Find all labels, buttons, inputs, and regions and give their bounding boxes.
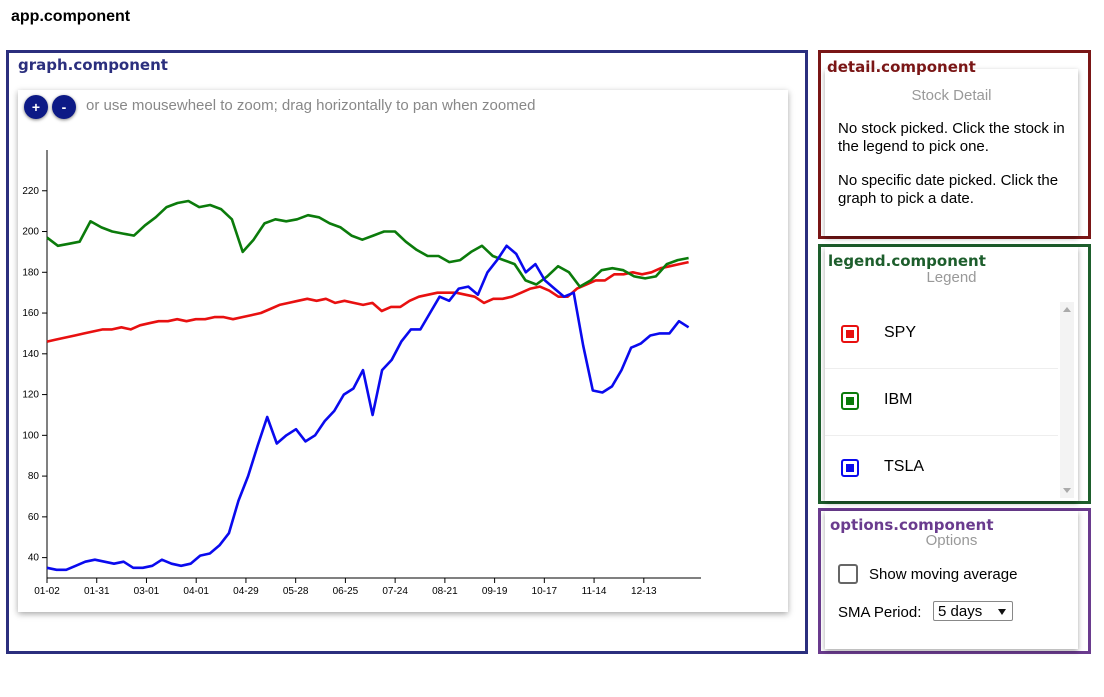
- chevron-down-icon: [998, 609, 1006, 615]
- options-component-title: options.component: [830, 516, 994, 534]
- no-stock-message: No stock picked. Click the stock in the …: [838, 120, 1065, 155]
- x-tick-label: 01-31: [84, 586, 110, 597]
- series-line-spy[interactable]: [46, 260, 689, 343]
- sma-period-value: 5 days: [938, 603, 983, 620]
- options-heading: Options: [925, 532, 978, 549]
- x-tick-label: 01-02: [34, 586, 60, 597]
- legend-item-label: TSLA: [884, 458, 925, 475]
- x-tick-label: 09-19: [482, 586, 508, 597]
- x-tick-label: 04-29: [233, 586, 259, 597]
- x-tick-label: 05-28: [283, 586, 309, 597]
- graph-card[interactable]: 40 60 80 100 120 140 160 180 200 220 01-02 01-31 03-…: [18, 90, 788, 612]
- y-tick-label: 40: [28, 553, 40, 564]
- detail-card: Stock Detail No stock picked. Click the …: [825, 69, 1078, 236]
- x-tick-label: 10-17: [532, 586, 558, 597]
- y-tick-label: 180: [22, 267, 39, 278]
- zoom-out-button[interactable]: -: [52, 95, 76, 119]
- graph-component: graph.component 40 60 80 100 120 140 160 180 200…: [6, 50, 808, 654]
- series-line-tsla[interactable]: [46, 244, 690, 572]
- stock-chart[interactable]: 40 60 80 100 120 140 160 180 200 220 01-02 01-31 03-…: [18, 90, 788, 612]
- legend-list: SPY IBM TSLA: [825, 302, 1058, 502]
- series-line-ibm[interactable]: [46, 199, 689, 288]
- legend-scrollbar[interactable]: [1060, 302, 1074, 498]
- x-tick-label: 06-25: [333, 586, 359, 597]
- app-title: app.component: [11, 8, 131, 25]
- tsla-swatch-icon: [841, 459, 859, 477]
- y-tick-label: 160: [22, 308, 39, 319]
- moving-average-checkbox[interactable]: [838, 564, 858, 584]
- x-tick-label: 07-24: [382, 586, 408, 597]
- x-tick-label: 08-21: [432, 586, 458, 597]
- legend-item-tsla[interactable]: TSLA: [825, 436, 1058, 502]
- x-tick-label: 04-01: [183, 586, 209, 597]
- sma-period-select[interactable]: 5 days: [933, 601, 1013, 621]
- ibm-swatch-icon: [841, 392, 859, 410]
- options-card: Options Show moving average SMA Period: …: [825, 511, 1078, 649]
- y-tick-label: 220: [22, 186, 39, 197]
- y-tick-label: 120: [22, 390, 39, 401]
- y-tick-label: 60: [28, 512, 40, 523]
- y-tick-label: 200: [22, 227, 39, 238]
- options-component: Options Show moving average SMA Period: …: [818, 508, 1091, 654]
- legend-card: Legend SPY IBM TSLA: [825, 247, 1078, 501]
- x-tick-label: 03-01: [134, 586, 160, 597]
- legend-item-ibm[interactable]: IBM: [825, 369, 1058, 436]
- detail-component: Stock Detail No stock picked. Click the …: [818, 50, 1091, 239]
- zoom-hint: or use mousewheel to zoom; drag horizont…: [86, 97, 536, 114]
- legend-heading: Legend: [926, 269, 977, 286]
- zoom-in-button[interactable]: +: [24, 95, 48, 119]
- y-tick-label: 100: [22, 430, 39, 441]
- legend-item-label: SPY: [884, 324, 917, 341]
- detail-heading: Stock Detail: [911, 87, 992, 104]
- no-date-message: No specific date picked. Click the graph…: [838, 172, 1059, 207]
- sma-period-label: SMA Period:: [838, 604, 922, 621]
- legend-component: Legend SPY IBM TSLA legend.component: [818, 244, 1091, 504]
- y-tick-label: 140: [22, 349, 39, 360]
- graph-component-title: graph.component: [18, 56, 168, 74]
- legend-item-label: IBM: [884, 391, 913, 408]
- x-tick-label: 11-14: [582, 586, 607, 597]
- x-tick-label: 12-13: [631, 586, 657, 597]
- legend-item-spy[interactable]: SPY: [825, 302, 1058, 369]
- scroll-down-icon[interactable]: [1063, 488, 1071, 493]
- scroll-up-icon[interactable]: [1063, 307, 1071, 312]
- moving-average-label[interactable]: Show moving average: [869, 566, 1018, 583]
- detail-component-title: detail.component: [827, 58, 976, 76]
- legend-component-title: legend.component: [828, 252, 986, 270]
- spy-swatch-icon: [841, 325, 859, 343]
- y-tick-label: 80: [28, 471, 40, 482]
